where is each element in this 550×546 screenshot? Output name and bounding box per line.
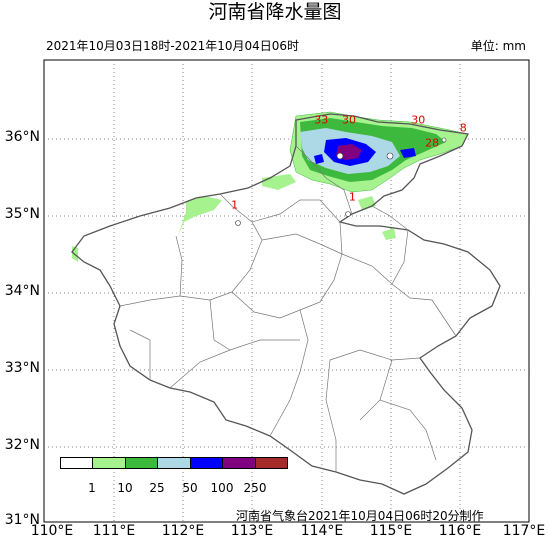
rain-value-label: 1 xyxy=(349,191,356,204)
precipitation-legend: 1 10 25 50 100 250 xyxy=(60,457,288,502)
rain-value-label: 30 xyxy=(411,114,425,127)
lat-label-33: 33°N xyxy=(4,360,40,376)
rain-value-label: 33 xyxy=(314,114,328,127)
map-frame xyxy=(43,59,530,523)
legend-tick-1: 1 xyxy=(88,481,96,495)
map-title: 河南省降水量图 xyxy=(208,1,342,23)
lat-label-35: 35°N xyxy=(4,206,40,222)
legend-tick-100: 100 xyxy=(210,481,234,495)
legend-cell-6 xyxy=(255,458,287,468)
rain-value-label: 8 xyxy=(460,121,467,134)
rain-value-label: 28 xyxy=(425,137,439,150)
lat-label-31: 31°N xyxy=(4,512,40,528)
legend-tick-10: 10 xyxy=(117,481,133,495)
rain-value-label: 1 xyxy=(231,198,238,211)
legend-tick-25: 25 xyxy=(149,481,165,495)
city-markers xyxy=(235,137,447,226)
lat-label-34: 34°N xyxy=(4,283,40,299)
province-outline xyxy=(71,113,501,495)
lat-label-36: 36°N xyxy=(4,129,40,145)
legend-cell-1 xyxy=(93,458,126,468)
rain-value-labels: 33 30 30 8 28 1 1 xyxy=(231,114,467,212)
prefecture-boundaries xyxy=(119,145,457,472)
time-period: 2021年10月03日18时-2021年10月04日06时 xyxy=(46,39,300,53)
legend-cell-0 xyxy=(61,458,94,468)
rain-west-patch xyxy=(178,196,222,236)
unit-label: 单位: mm xyxy=(470,39,526,53)
producer-credit: 河南省气象台2021年10月04日06时20分制作 xyxy=(236,509,484,523)
legend-cell-3 xyxy=(158,458,191,468)
lon-label-111: 111°E xyxy=(92,523,136,539)
legend-cell-4 xyxy=(190,458,224,468)
lon-label-113: 113°E xyxy=(230,523,274,539)
lon-label-110: 110°E xyxy=(30,523,74,539)
lon-label-117: 117°E xyxy=(502,523,546,539)
graticule xyxy=(44,60,529,522)
legend-cell-2 xyxy=(125,458,159,468)
lat-label-32: 32°N xyxy=(4,437,40,453)
legend-tick-50: 50 xyxy=(182,481,198,495)
legend-color-bar xyxy=(60,457,288,469)
rain-value-label: 30 xyxy=(342,114,356,127)
legend-tick-250: 250 xyxy=(243,481,267,495)
legend-cell-5 xyxy=(223,458,256,468)
lon-label-112: 112°E xyxy=(161,523,205,539)
lon-label-114: 114°E xyxy=(300,523,344,539)
rain-shading xyxy=(72,111,469,262)
lon-label-115: 115°E xyxy=(369,523,413,539)
lon-label-116: 116°E xyxy=(438,523,482,539)
